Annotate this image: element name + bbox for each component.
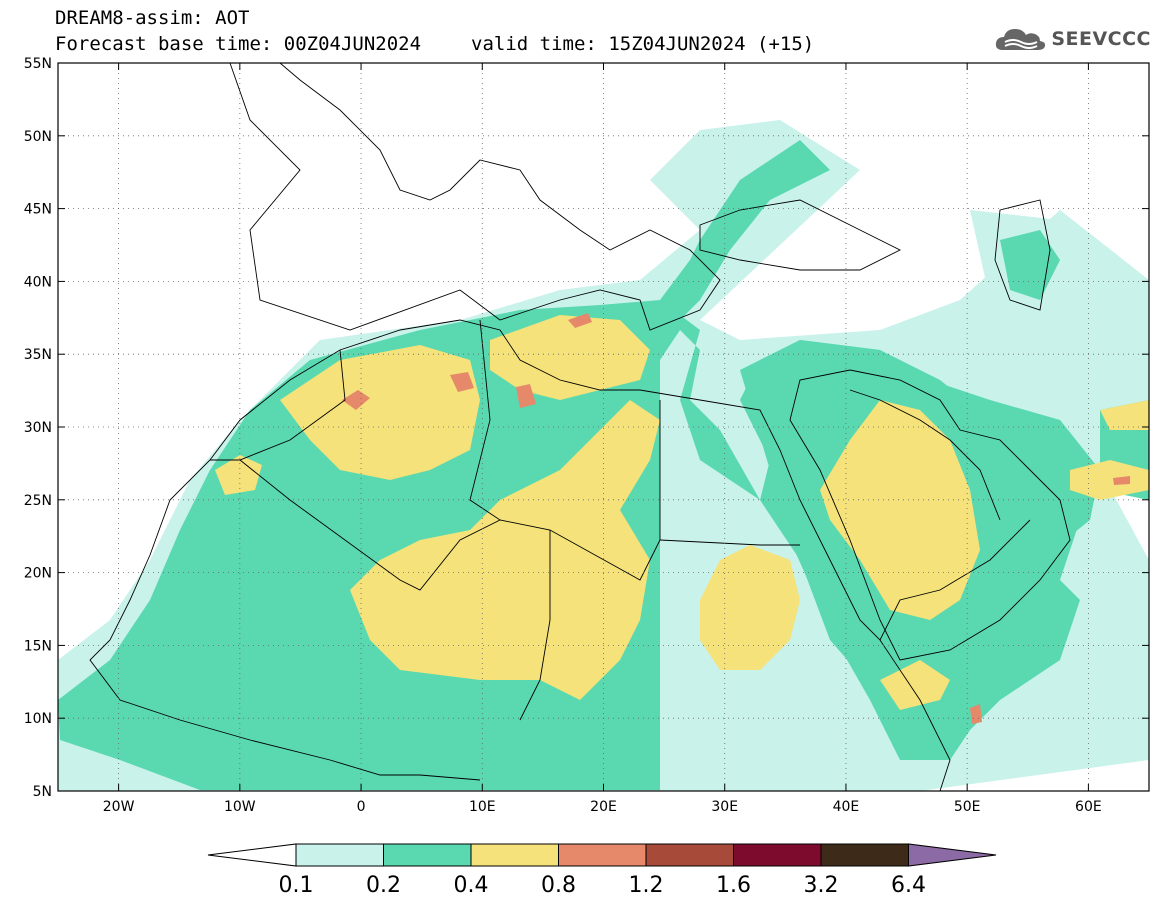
- time-info: Forecast base time: 00Z04JUN2024 valid ti…: [55, 34, 814, 54]
- lat-label: 50N: [24, 129, 52, 145]
- aot-band-0.8-tunisia: [450, 372, 474, 392]
- colorbar-label: 0.2: [366, 873, 401, 898]
- country-border-7: [879, 519, 1031, 641]
- colorbar-over-arrow: [908, 843, 997, 867]
- colorbar-swatch: [733, 843, 822, 867]
- lon-label: 50E: [954, 799, 981, 815]
- lon-label: 20W: [103, 799, 135, 815]
- lon-label: 60E: [1075, 799, 1102, 815]
- lat-label: 45N: [24, 202, 52, 218]
- black-sea-coast: [699, 199, 902, 271]
- logo-text: SEEVCCC: [1051, 28, 1151, 50]
- aot-band-0.4-north-libya: [490, 315, 650, 400]
- colorbar-swatch: [645, 843, 734, 867]
- lat-label: 35N: [24, 347, 52, 363]
- colorbar-label: 1.6: [716, 873, 751, 898]
- aot-band-0.4-mauritania: [215, 455, 262, 495]
- aot-band-0.8-sirte: [568, 313, 592, 328]
- country-border-5: [659, 539, 800, 546]
- cloud-icon: [996, 29, 1046, 50]
- lon-label: 10E: [469, 799, 496, 815]
- colorbar-swatch: [383, 843, 472, 867]
- country-border-6: [849, 389, 1001, 521]
- country-border-3: [210, 349, 346, 461]
- europe-coastline: [229, 63, 721, 331]
- lon-labels: 20W 10W 0 10E 20E 30E 40E 50E 60E: [103, 799, 1102, 815]
- colorbar-swatch: [820, 843, 909, 867]
- lon-label: 10W: [224, 799, 256, 815]
- arabia-coastline: [789, 369, 1071, 661]
- aot-band-0.4-gulf: [1070, 460, 1149, 500]
- lon-label: 30E: [711, 799, 738, 815]
- colorbar-label: 3.2: [804, 873, 839, 898]
- aot-band-0.8-algeria: [342, 390, 370, 410]
- country-border-2: [239, 459, 501, 591]
- aot-band-0.4-arabia: [820, 400, 980, 620]
- aot-band-0.8-somalia: [970, 704, 982, 724]
- colorbar-label: 1.2: [629, 873, 664, 898]
- lon-label: 20E: [590, 799, 617, 815]
- country-border-1: [469, 319, 661, 581]
- lat-label: 20N: [24, 566, 52, 582]
- lat-label: 55N: [24, 56, 52, 72]
- lat-label: 30N: [24, 420, 52, 436]
- aot-band-0.8-oman: [1113, 476, 1130, 485]
- country-border-4: [519, 530, 551, 721]
- axis-ticks: [58, 62, 1149, 792]
- caspian-coast: [994, 199, 1051, 311]
- lon-label: 40E: [833, 799, 860, 815]
- colorbar-swatch: [558, 843, 647, 867]
- aot-band-0.4-central-sahara: [350, 400, 660, 700]
- colorbar-label: 0.8: [541, 873, 576, 898]
- colorbar-under-arrow: [207, 843, 297, 867]
- colorbar-label: 0.4: [454, 873, 489, 898]
- colorbar: [207, 843, 997, 867]
- lat-label: 25N: [24, 493, 52, 509]
- valid-time: valid time: 15Z04JUN2024 (+15): [471, 33, 815, 55]
- lat-lon-grid: [58, 63, 1149, 791]
- lon-label: 0: [357, 799, 366, 815]
- lat-label: 5N: [33, 784, 52, 800]
- aot-band-0.8-libya: [516, 384, 536, 408]
- base-time: Forecast base time: 00Z04JUN2024: [55, 33, 422, 55]
- colorbar-swatch: [295, 843, 384, 867]
- lat-label: 40N: [24, 274, 52, 290]
- seevccc-logo: SEEVCCC: [993, 22, 1151, 56]
- lat-label: 15N: [24, 638, 52, 654]
- africa-coastline: [149, 319, 951, 791]
- coastlines: [89, 63, 1071, 791]
- west-africa-coast: [89, 554, 481, 781]
- aot-band-0.4-west-sahara: [280, 345, 480, 480]
- colorbar-swatch: [470, 843, 559, 867]
- lat-labels: 5N 10N 15N 20N 25N 30N 35N 40N 45N 50N 55N: [24, 56, 52, 800]
- colorbar-label: 6.4: [891, 873, 926, 898]
- lat-label: 10N: [24, 711, 52, 727]
- colorbar-labels: 0.1 0.2 0.4 0.8 1.2 1.6 3.2 6.4: [279, 873, 927, 898]
- aot-band-0.4-yemen: [880, 660, 950, 710]
- aot-band-0.4-iran: [1100, 400, 1149, 430]
- colorbar-label: 0.1: [279, 873, 314, 898]
- aot-band-0.2-balkan: [660, 140, 830, 320]
- aot-field: [58, 63, 1149, 791]
- map-title: DREAM8-assim: AOT: [55, 7, 250, 29]
